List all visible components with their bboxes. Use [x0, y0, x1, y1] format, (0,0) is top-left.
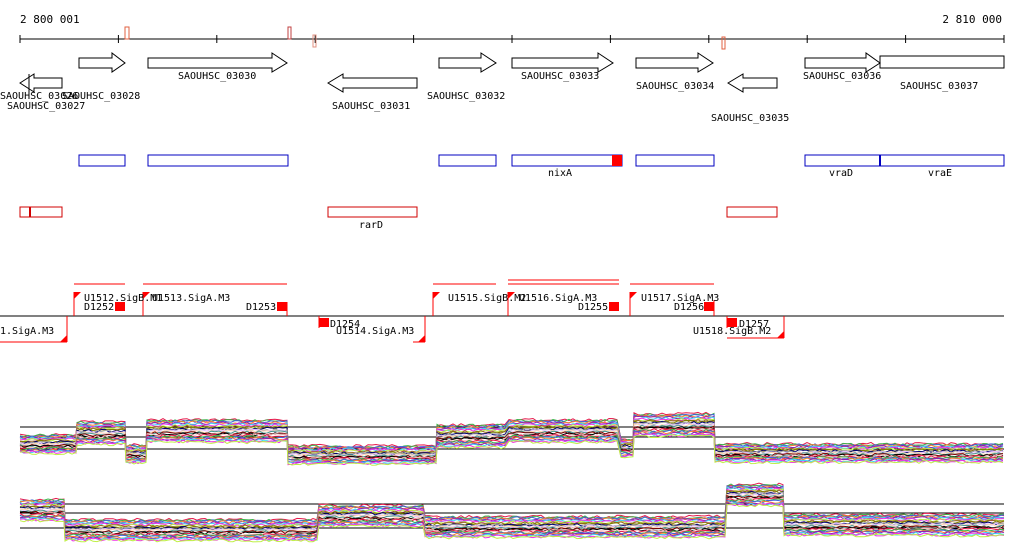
gene-saouhsc-03035[interactable]: SAOUHSC_03035	[711, 73, 789, 124]
expression-line	[19, 492, 1005, 532]
gene-saouhsc-03030[interactable]: SAOUHSC_03030	[147, 52, 288, 82]
segment-label: 1.SigA.M3	[0, 326, 54, 337]
gene-saouhsc-03026[interactable]: SAOUHSC_03026	[0, 73, 78, 102]
blue-feature-track: nixA vraD vraE	[78, 154, 1005, 179]
segment-label: U1518.SigB.M2	[693, 326, 771, 337]
segment-label: U1514.SigA.M3	[336, 326, 414, 337]
gene-label: SAOUHSC_03034	[636, 81, 714, 92]
expression-line	[19, 503, 1005, 543]
segment-label: U1517.SigA.M3	[641, 293, 719, 304]
expression-line	[19, 482, 1005, 522]
expression-lines	[19, 482, 1005, 543]
gene-saouhsc-03032[interactable]: SAOUHSC_03032	[427, 52, 505, 102]
segment-label: D1252	[84, 302, 114, 313]
feature-label: nixA	[548, 168, 572, 179]
gene-label: SAOUHSC_03030	[178, 71, 256, 82]
red-feature[interactable]	[726, 206, 778, 218]
gene-label: SAOUHSC_03035	[711, 113, 789, 124]
ruler-marker	[287, 26, 292, 40]
segment-label: U1516.SigA.M3	[519, 293, 597, 304]
ruler-ticks	[19, 35, 1005, 43]
ruler-marker	[312, 34, 317, 48]
expression-track-lower	[19, 482, 1005, 543]
expression-line	[19, 486, 1005, 526]
segment-label: U1515.SigB.M2	[448, 293, 526, 304]
gene-label: SAOUHSC_03027	[7, 101, 85, 112]
blue-feature-vrae[interactable]: vraE	[879, 154, 1005, 179]
red-feature-rard[interactable]: rarD	[327, 206, 418, 231]
feature-label: rarD	[359, 220, 383, 231]
blue-feature[interactable]	[78, 154, 126, 167]
gene-saouhsc-03031[interactable]: SAOUHSC_03031	[327, 73, 418, 112]
red-feature[interactable]	[19, 206, 63, 218]
expression-line	[19, 434, 1004, 466]
feature-label: vraD	[829, 168, 853, 179]
blue-feature[interactable]	[147, 154, 289, 167]
ruler-marker	[124, 26, 130, 40]
segment-label: U1513.SigA.M3	[152, 293, 230, 304]
ruler-end-label: 2 810 000	[942, 13, 1002, 26]
gene-saouhsc-03027[interactable]: SAOUHSC_03027	[7, 101, 85, 112]
blue-feature-nixa[interactable]: nixA	[511, 154, 623, 179]
expression-track-upper	[19, 411, 1004, 466]
expression-lines	[19, 411, 1004, 466]
segment-label: D1255	[578, 302, 608, 313]
gene-saouhsc-03033[interactable]: SAOUHSC_03033	[511, 52, 614, 82]
gene-label: SAOUHSC_03036	[803, 71, 881, 82]
segment-label: D1254	[330, 319, 360, 330]
red-feature-track: rarD	[19, 206, 778, 231]
gene-saouhsc-03036[interactable]: SAOUHSC_03036	[803, 52, 881, 82]
gene-label: SAOUHSC_03026	[0, 91, 78, 102]
segment-label: D1253	[246, 302, 276, 313]
blue-feature[interactable]	[438, 154, 497, 167]
segment-label: D1256	[674, 302, 704, 313]
expression-line	[19, 429, 1004, 463]
expression-line	[19, 502, 1005, 542]
gene-saouhsc-03037[interactable]: SAOUHSC_03037	[879, 55, 1005, 92]
gene-track: SAOUHSC_03026 SAOUHSC_03027 SAOUHSC_0302…	[0, 51, 1005, 124]
gene-label: SAOUHSC_03037	[900, 81, 978, 92]
gene-saouhsc-03028[interactable]: SAOUHSC_03028	[62, 51, 140, 102]
segment-track: 1.SigA.M3 U1512.SigB.M1 D1252 U1513.SigA…	[0, 279, 1004, 343]
expression-line	[19, 483, 1005, 523]
gene-label: SAOUHSC_03028	[62, 91, 140, 102]
ruler-start-label: 2 800 001	[20, 13, 80, 26]
expression-line	[19, 501, 1005, 541]
gene-label: SAOUHSC_03032	[427, 91, 505, 102]
blue-feature-vrad[interactable]: vraD	[804, 154, 881, 179]
ruler-marker	[721, 36, 726, 50]
expression-line	[19, 416, 1004, 452]
gene-label: SAOUHSC_03031	[332, 101, 410, 112]
blue-feature[interactable]	[635, 154, 715, 167]
gene-saouhsc-03034[interactable]: SAOUHSC_03034	[635, 52, 714, 92]
gene-label: SAOUHSC_03033	[521, 71, 599, 82]
segment-label: U1512.SigB.M1	[84, 293, 162, 304]
segment-label: D1257	[739, 319, 769, 330]
feature-label: vraE	[928, 168, 952, 179]
coordinate-ruler: 2 800 001 2 810 000	[19, 13, 1005, 50]
